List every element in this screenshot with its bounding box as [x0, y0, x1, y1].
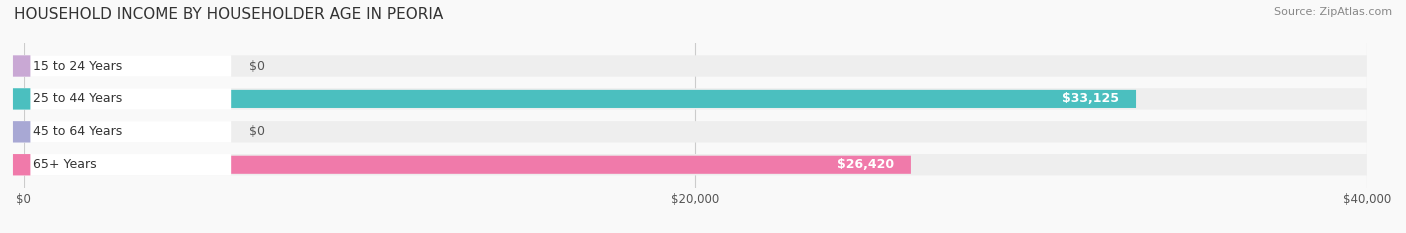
Text: $0: $0 [249, 59, 264, 72]
Text: $0: $0 [249, 125, 264, 138]
FancyBboxPatch shape [13, 121, 231, 143]
FancyBboxPatch shape [24, 154, 1367, 175]
FancyBboxPatch shape [13, 88, 231, 110]
Text: $26,420: $26,420 [837, 158, 894, 171]
FancyBboxPatch shape [24, 90, 1136, 108]
Text: Source: ZipAtlas.com: Source: ZipAtlas.com [1274, 7, 1392, 17]
Text: HOUSEHOLD INCOME BY HOUSEHOLDER AGE IN PEORIA: HOUSEHOLD INCOME BY HOUSEHOLDER AGE IN P… [14, 7, 443, 22]
Text: 65+ Years: 65+ Years [32, 158, 96, 171]
Text: $33,125: $33,125 [1063, 93, 1119, 105]
FancyBboxPatch shape [24, 156, 911, 174]
FancyBboxPatch shape [13, 121, 31, 143]
FancyBboxPatch shape [24, 121, 1367, 143]
Text: 25 to 44 Years: 25 to 44 Years [32, 93, 122, 105]
FancyBboxPatch shape [24, 55, 1367, 77]
FancyBboxPatch shape [13, 154, 31, 175]
FancyBboxPatch shape [24, 88, 1367, 110]
FancyBboxPatch shape [13, 55, 231, 77]
FancyBboxPatch shape [13, 88, 31, 110]
FancyBboxPatch shape [13, 154, 231, 175]
FancyBboxPatch shape [13, 55, 31, 77]
Text: 45 to 64 Years: 45 to 64 Years [32, 125, 122, 138]
Text: 15 to 24 Years: 15 to 24 Years [32, 59, 122, 72]
